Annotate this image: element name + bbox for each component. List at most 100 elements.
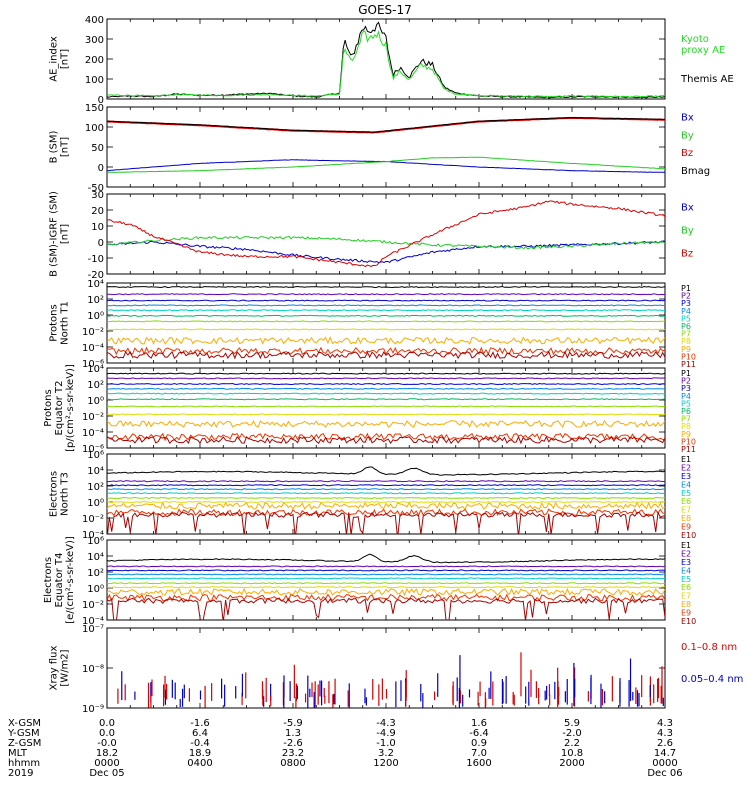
panel-pe: 10⁴ 10² 10⁰ 10⁻² 10⁻⁴ 10⁻⁶ Protons Equator T2 [p… — [43, 364, 696, 455]
legend-label: Bx — [681, 203, 694, 214]
y-axis-label: Equator T2 — [54, 381, 65, 436]
y-axis-label: North T3 — [60, 472, 71, 516]
y-tick-label: 10⁻⁴ — [82, 616, 104, 627]
footer-cell: Dec 05 — [89, 768, 124, 779]
series-e4 — [107, 573, 665, 576]
footer-cell: -5.9 — [283, 718, 303, 729]
y-axis-label: [W/m2] — [60, 649, 71, 686]
y-tick-label: 50 — [91, 143, 104, 154]
footer-row-label: hhmm — [8, 758, 40, 769]
y-tick-label: 100 — [85, 123, 104, 134]
panel-frame — [106, 193, 666, 275]
y-tick-label: 10⁴ — [87, 279, 104, 290]
legend-label: P3 — [681, 299, 691, 308]
footer-cell: 7.0 — [471, 748, 487, 759]
legend-label: E10 — [681, 617, 696, 626]
legend-label: By — [681, 130, 694, 141]
legend-label: E7 — [681, 592, 691, 601]
series-themis-ae — [107, 21, 665, 99]
series-e2 — [107, 480, 665, 483]
footer-cell: -6.4 — [469, 728, 489, 739]
y-tick-label: 10⁻⁷ — [82, 624, 104, 635]
legend-label: E3 — [681, 472, 691, 481]
footer-row-label: X-GSM — [8, 718, 41, 729]
y-tick-label: 0 — [98, 95, 104, 106]
y-tick-label: 10⁻⁴ — [82, 343, 104, 354]
series-p6 — [107, 398, 665, 401]
footer-cell: -1.6 — [190, 718, 210, 729]
series-bmag — [107, 117, 665, 133]
panel-frame — [106, 18, 666, 100]
legend-label: P5 — [681, 314, 691, 323]
legend-label: E8 — [681, 514, 691, 523]
legend-label: proxy AE — [681, 45, 725, 56]
legend-label: E2 — [681, 463, 691, 472]
footer-cell: -0.0 — [97, 738, 117, 749]
series-e10 — [107, 511, 665, 534]
legend-label: P10 — [681, 352, 696, 361]
legend-label: Bz — [681, 248, 693, 259]
y-tick-label: 100 — [85, 75, 104, 86]
series-p3 — [107, 382, 665, 386]
legend-label: E9 — [681, 609, 691, 618]
series-bz — [107, 200, 665, 268]
panel-pn: 10⁴ 10² 10⁰ 10⁻² 10⁻⁴ 10⁻⁶ Protons North T1 P1P2… — [49, 279, 697, 370]
series-p10 — [107, 346, 665, 356]
legend-label: P5 — [681, 399, 691, 408]
legend-label: Bz — [681, 148, 693, 159]
series-p6 — [107, 314, 665, 317]
y-tick-label: 10² — [87, 568, 104, 579]
y-tick-label: 10⁴ — [87, 552, 104, 563]
footer-cell: 0800 — [280, 758, 305, 769]
legend-label: E6 — [681, 497, 691, 506]
legend-label: P8 — [681, 337, 691, 346]
legend-label: P1 — [681, 369, 691, 378]
y-tick-label: 10⁻² — [82, 514, 104, 525]
series-by — [107, 235, 665, 250]
legend-label: Bx — [681, 113, 694, 124]
legend-label: P9 — [681, 345, 691, 354]
legend-label: E4 — [681, 566, 691, 575]
y-tick-label: 10⁶ — [87, 450, 104, 461]
footer-row-label: MLT — [8, 748, 28, 759]
y-tick-label: 200 — [85, 55, 104, 66]
footer-row-label: Y-GSM — [7, 728, 40, 739]
y-axis-label: [nT] — [60, 137, 71, 157]
footer-cell: -1.0 — [376, 738, 396, 749]
legend-label: P6 — [681, 322, 691, 331]
footer-cell: 14.7 — [654, 748, 676, 759]
legend-label: P10 — [681, 437, 696, 446]
footer-cell: 23.2 — [282, 748, 304, 759]
series-p1 — [107, 285, 665, 289]
series-e5 — [107, 492, 665, 495]
legend-label: Themis AE — [680, 74, 734, 85]
footer-cell: 4.3 — [657, 718, 673, 729]
y-tick-label: 10⁻⁶ — [82, 444, 104, 455]
footer-cell: 4.3 — [657, 728, 673, 739]
y-axis-label: [nT] — [60, 224, 71, 244]
legend-label: P2 — [681, 292, 691, 301]
series-p9 — [107, 419, 665, 429]
legend-label: P8 — [681, 422, 691, 431]
y-tick-label: 300 — [85, 35, 104, 46]
plot-title: GOES-17 — [358, 3, 412, 17]
y-tick-label: 10⁻⁴ — [82, 428, 104, 439]
legend-label: E8 — [681, 600, 691, 609]
y-axis-label: [e/(cm²-s-sr-keV)] — [65, 536, 76, 624]
series-e2 — [107, 565, 665, 568]
legend-label: Bmag — [681, 166, 710, 177]
y-tick-label: 0 — [98, 238, 104, 249]
footer-cell: 0000 — [94, 758, 119, 769]
footer-row-label: Z-GSM — [8, 738, 41, 749]
legend-label: 0.1–0.8 nm — [681, 642, 737, 653]
legend-label: P1 — [681, 284, 691, 293]
panel-bsm: 150 100 50 0 -50 B (SM) [nT] Bx By Bz Bmag — [49, 103, 711, 194]
y-tick-label: 10⁻² — [82, 327, 104, 338]
legend-label: E2 — [681, 549, 691, 558]
footer-cell: -4.9 — [376, 728, 396, 739]
series-p11 — [107, 435, 665, 445]
legend-label: 0.05–0.4 nm — [681, 674, 743, 685]
y-tick-label: 10⁻⁴ — [82, 530, 104, 541]
legend-label: P7 — [681, 330, 691, 339]
